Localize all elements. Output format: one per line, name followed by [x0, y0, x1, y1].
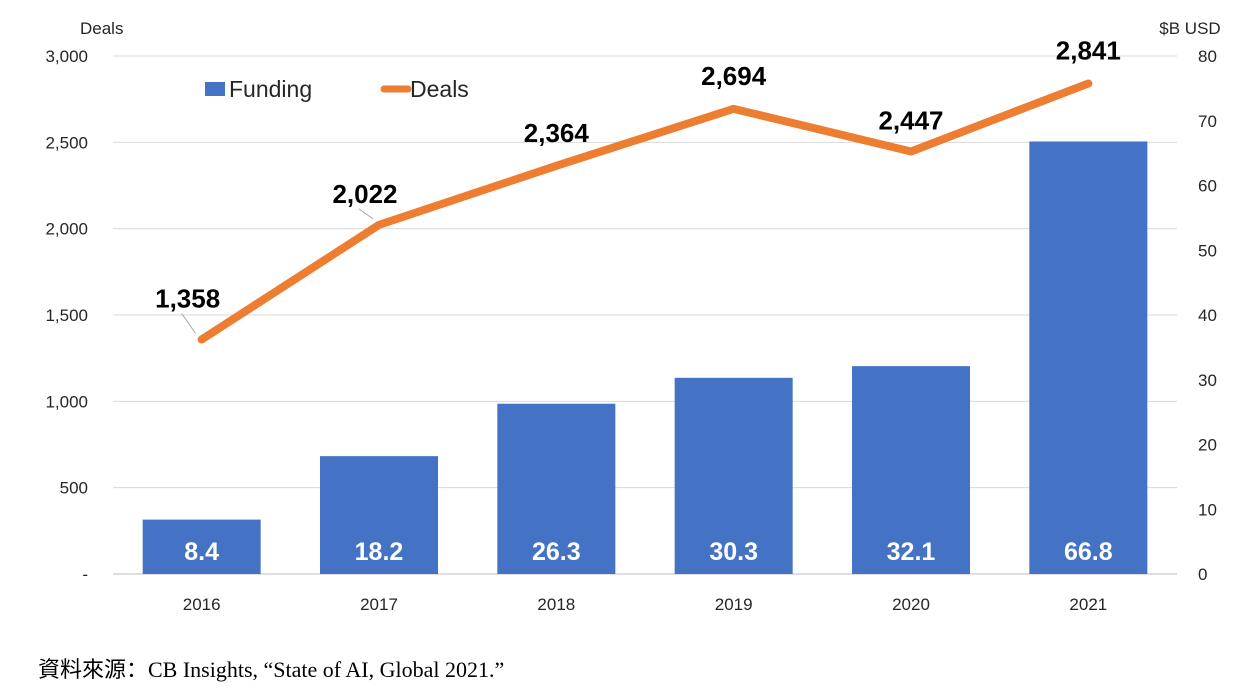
right-tick-label: 20	[1198, 436, 1217, 455]
funding-data-label: 8.4	[184, 538, 219, 566]
right-tick-label: 0	[1198, 565, 1207, 584]
funding-data-label: 66.8	[1064, 538, 1113, 566]
left-tick-label: 2,000	[45, 220, 88, 239]
deals-line	[197, 79, 1093, 344]
deals-leader-line	[358, 208, 374, 220]
right-axis-unit: $B USD	[1159, 19, 1220, 38]
deals-data-label: 2,447	[878, 105, 943, 135]
x-tick-label: 2020	[892, 595, 930, 614]
funding-bar	[142, 519, 261, 574]
left-tick-label: -	[82, 565, 88, 584]
funding-bar	[1029, 141, 1148, 574]
left-tick-label: 500	[60, 479, 88, 498]
combo-chart: - 500 1,000 1,500 2,000 2,500 3,000 Deals 0 10 20…	[45, 19, 1220, 614]
right-tick-label: 50	[1198, 241, 1217, 260]
right-tick-label: 40	[1198, 306, 1217, 325]
x-tick-label: 2018	[537, 595, 575, 614]
deals-data-label: 2,022	[332, 179, 397, 209]
left-axis: - 500 1,000 1,500 2,000 2,500 3,000 Deals	[45, 19, 123, 584]
deals-data-label: 2,694	[701, 61, 767, 91]
right-tick-label: 30	[1198, 371, 1217, 390]
x-tick-label: 2021	[1069, 595, 1107, 614]
deals-data-label: 2,364	[524, 118, 590, 148]
funding-data-label: 30.3	[709, 538, 758, 566]
right-tick-label: 10	[1198, 500, 1217, 519]
source-note: 資料來源：CB Insights, “State of AI, Global 2…	[38, 657, 505, 682]
x-axis: 2016 2017 2018 2019 2020 2021	[183, 595, 1107, 614]
right-axis: 0 10 20 30 40 50 60 70 80 $B USD	[1159, 19, 1220, 584]
right-tick-label: 60	[1198, 177, 1217, 196]
gridlines	[113, 55, 1177, 575]
funding-bar	[852, 366, 970, 574]
x-tick-label: 2019	[715, 595, 753, 614]
funding-data-label: 26.3	[532, 538, 581, 566]
funding-bar	[320, 456, 438, 574]
deals-line-group	[197, 79, 1093, 344]
right-tick-label: 70	[1198, 112, 1217, 131]
funding-data-label: 18.2	[355, 538, 404, 566]
left-tick-label: 3,000	[45, 47, 88, 66]
right-tick-label: 80	[1198, 47, 1217, 66]
legend: Funding Deals	[205, 76, 469, 102]
funding-bars	[142, 141, 1148, 574]
left-axis-unit: Deals	[80, 19, 123, 38]
data-labels: 8.4 18.2 26.3 30.3 32.1 66.8 1,358 2,022 2,364 2,…	[155, 35, 1121, 566]
deals-data-label: 2,841	[1056, 35, 1121, 65]
x-tick-label: 2017	[360, 595, 398, 614]
funding-bar	[674, 377, 793, 574]
funding-bar	[497, 403, 616, 574]
left-tick-label: 1,000	[45, 392, 88, 411]
left-tick-label: 1,500	[45, 306, 88, 325]
legend-deals-label: Deals	[410, 76, 469, 102]
deals-data-label: 1,358	[155, 284, 220, 314]
x-tick-label: 2016	[183, 595, 221, 614]
funding-data-label: 32.1	[887, 538, 936, 566]
deals-leader-line	[181, 313, 197, 334]
legend-funding-swatch	[205, 82, 225, 96]
left-tick-label: 2,500	[45, 133, 88, 152]
legend-funding-label: Funding	[229, 76, 312, 102]
